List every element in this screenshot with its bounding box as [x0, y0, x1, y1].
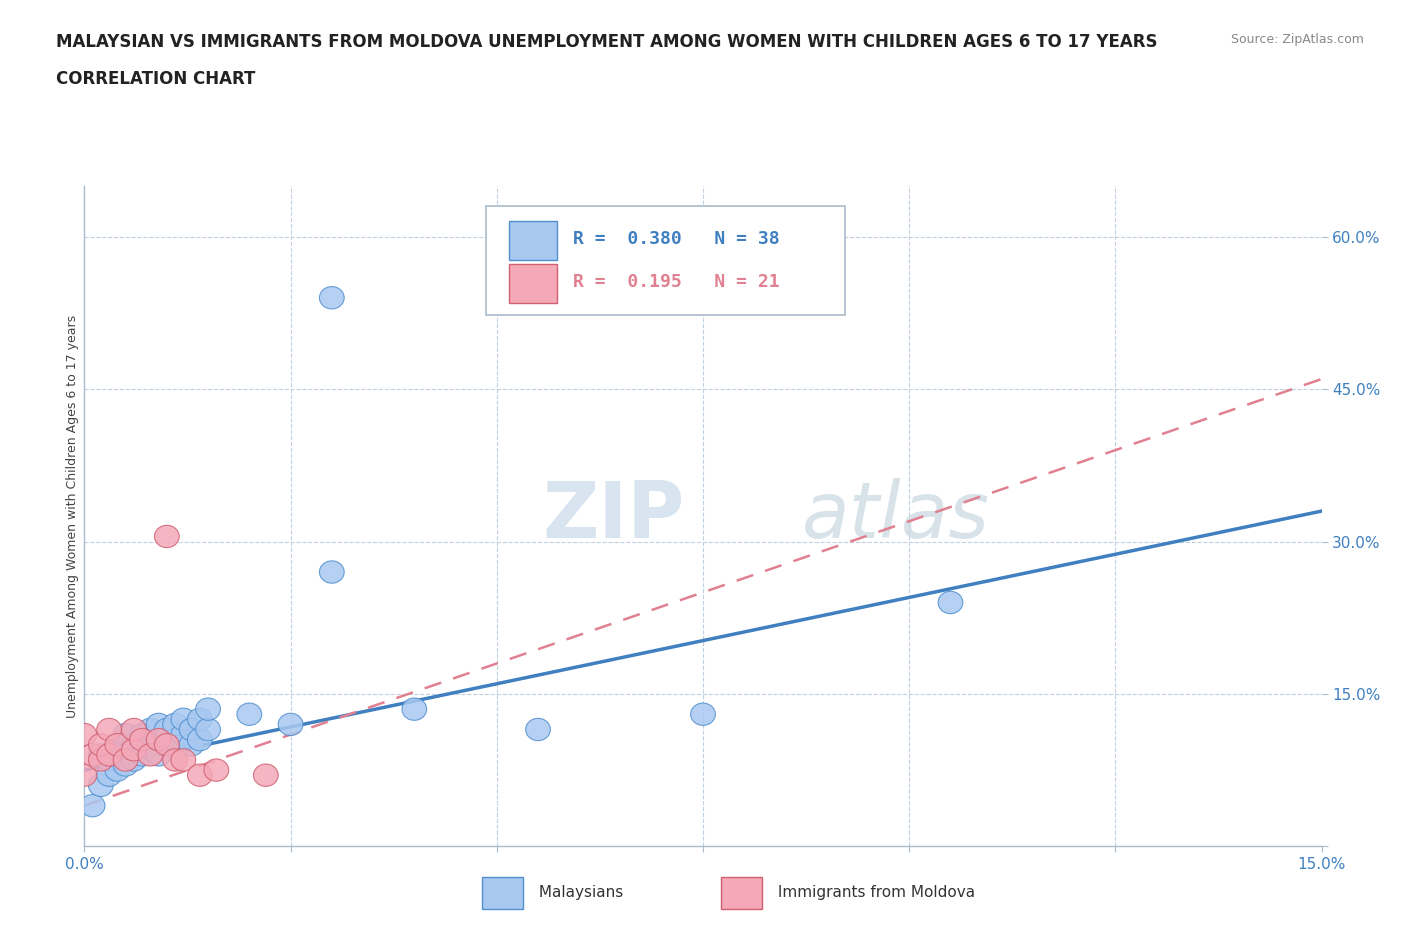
Y-axis label: Unemployment Among Women with Children Ages 6 to 17 years: Unemployment Among Women with Children A… — [66, 314, 79, 718]
Ellipse shape — [121, 718, 146, 740]
Ellipse shape — [172, 724, 195, 746]
Ellipse shape — [526, 718, 550, 740]
Text: Immigrants from Moldova: Immigrants from Moldova — [773, 885, 976, 900]
Ellipse shape — [179, 718, 204, 740]
Text: ZIP: ZIP — [543, 478, 685, 554]
Ellipse shape — [238, 703, 262, 725]
Ellipse shape — [138, 718, 163, 740]
Ellipse shape — [89, 734, 114, 756]
Ellipse shape — [72, 764, 97, 787]
Ellipse shape — [319, 286, 344, 309]
Ellipse shape — [114, 754, 138, 777]
Ellipse shape — [938, 591, 963, 614]
Ellipse shape — [163, 728, 187, 751]
Ellipse shape — [105, 734, 129, 756]
Ellipse shape — [129, 724, 155, 746]
Ellipse shape — [319, 561, 344, 583]
Ellipse shape — [172, 749, 195, 771]
Ellipse shape — [278, 713, 302, 736]
Ellipse shape — [97, 764, 121, 787]
Text: atlas: atlas — [801, 478, 990, 554]
Ellipse shape — [402, 698, 426, 721]
Ellipse shape — [129, 744, 155, 766]
Ellipse shape — [195, 698, 221, 721]
Ellipse shape — [155, 718, 179, 740]
Ellipse shape — [690, 703, 716, 725]
Ellipse shape — [195, 718, 221, 740]
Ellipse shape — [138, 744, 163, 766]
Ellipse shape — [114, 738, 138, 761]
Ellipse shape — [155, 734, 179, 756]
Text: R =  0.380   N = 38: R = 0.380 N = 38 — [574, 230, 780, 247]
Ellipse shape — [105, 738, 129, 761]
Ellipse shape — [155, 734, 179, 756]
Ellipse shape — [129, 728, 155, 751]
FancyBboxPatch shape — [509, 264, 557, 303]
Ellipse shape — [253, 764, 278, 787]
Ellipse shape — [89, 744, 114, 766]
Ellipse shape — [172, 708, 195, 730]
Ellipse shape — [187, 708, 212, 730]
Text: Malaysians: Malaysians — [534, 885, 623, 900]
Ellipse shape — [179, 734, 204, 756]
Ellipse shape — [80, 744, 105, 766]
Ellipse shape — [89, 774, 114, 796]
Ellipse shape — [146, 728, 172, 751]
FancyBboxPatch shape — [486, 206, 845, 314]
Ellipse shape — [97, 749, 121, 771]
Ellipse shape — [146, 728, 172, 751]
Text: CORRELATION CHART: CORRELATION CHART — [56, 70, 256, 87]
Ellipse shape — [187, 764, 212, 787]
Ellipse shape — [114, 749, 138, 771]
Text: MALAYSIAN VS IMMIGRANTS FROM MOLDOVA UNEMPLOYMENT AMONG WOMEN WITH CHILDREN AGES: MALAYSIAN VS IMMIGRANTS FROM MOLDOVA UNE… — [56, 33, 1157, 50]
Ellipse shape — [155, 525, 179, 548]
Ellipse shape — [105, 759, 129, 781]
Ellipse shape — [121, 738, 146, 761]
Ellipse shape — [163, 713, 187, 736]
Ellipse shape — [187, 728, 212, 751]
Ellipse shape — [97, 744, 121, 766]
Ellipse shape — [89, 749, 114, 771]
Ellipse shape — [204, 759, 229, 781]
Ellipse shape — [146, 713, 172, 736]
FancyBboxPatch shape — [509, 221, 557, 260]
Ellipse shape — [72, 724, 97, 746]
Ellipse shape — [121, 749, 146, 771]
Ellipse shape — [163, 749, 187, 771]
Ellipse shape — [80, 794, 105, 817]
Text: R =  0.195   N = 21: R = 0.195 N = 21 — [574, 272, 780, 291]
Ellipse shape — [138, 734, 163, 756]
Ellipse shape — [121, 734, 146, 756]
Ellipse shape — [146, 744, 172, 766]
Ellipse shape — [97, 718, 121, 740]
Ellipse shape — [114, 724, 138, 746]
Text: Source: ZipAtlas.com: Source: ZipAtlas.com — [1230, 33, 1364, 46]
